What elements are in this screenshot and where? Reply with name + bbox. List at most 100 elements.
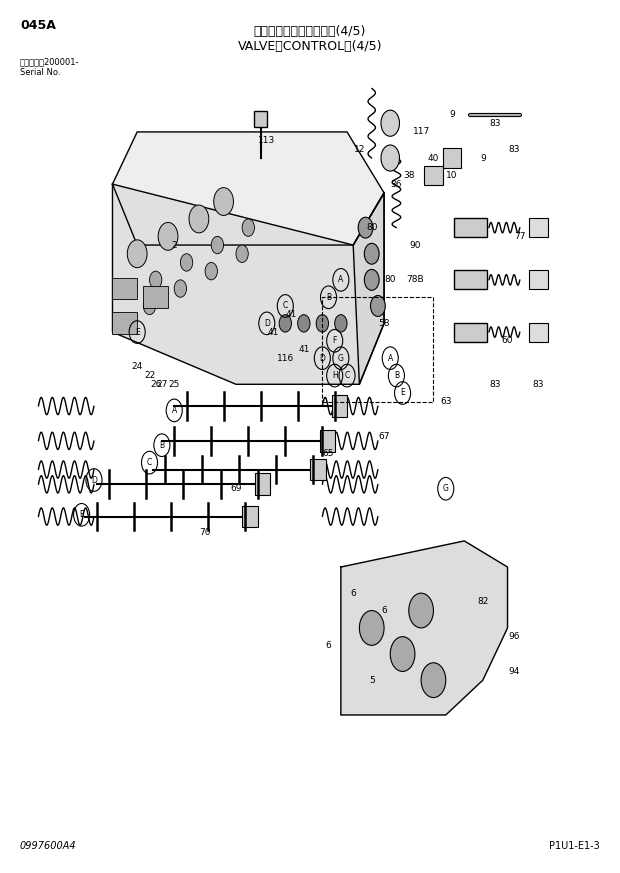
Bar (254, 111, 267, 127)
Text: 9: 9 (449, 110, 455, 119)
Circle shape (360, 610, 384, 645)
Text: 10: 10 (446, 171, 458, 180)
Text: 40: 40 (428, 154, 439, 162)
Circle shape (127, 240, 147, 268)
Circle shape (421, 663, 446, 698)
Text: 38: 38 (403, 171, 415, 180)
Circle shape (242, 219, 254, 237)
Circle shape (158, 223, 178, 251)
Bar (143, 286, 168, 308)
Circle shape (180, 254, 193, 272)
Text: 70: 70 (199, 527, 211, 537)
Bar (332, 395, 347, 417)
Text: 83: 83 (489, 380, 501, 388)
Text: 41: 41 (267, 327, 278, 337)
Text: 82: 82 (477, 597, 489, 607)
Text: A: A (388, 354, 393, 362)
Circle shape (149, 272, 162, 289)
Circle shape (365, 244, 379, 265)
Polygon shape (112, 132, 384, 245)
Bar (529, 271, 547, 290)
Text: D: D (91, 476, 97, 485)
Text: 26: 26 (150, 380, 161, 388)
Circle shape (236, 245, 248, 263)
Text: H: H (332, 371, 337, 380)
Text: 83: 83 (533, 380, 544, 388)
Circle shape (390, 636, 415, 671)
Circle shape (211, 237, 224, 254)
Text: 63: 63 (440, 397, 451, 406)
Bar (529, 322, 547, 341)
Polygon shape (353, 193, 384, 384)
Text: 適用機種　200001-: 適用機種 200001- (20, 58, 79, 67)
Text: 65: 65 (323, 450, 334, 458)
Text: C: C (283, 301, 288, 311)
Text: 6: 6 (350, 588, 356, 598)
Circle shape (189, 205, 209, 233)
Text: C: C (344, 371, 350, 380)
Text: 41: 41 (286, 310, 297, 320)
Circle shape (381, 145, 399, 171)
Text: 60: 60 (502, 336, 513, 346)
Text: E: E (79, 511, 84, 519)
Text: 80: 80 (384, 275, 396, 285)
Text: 117: 117 (412, 127, 430, 136)
Text: 41: 41 (298, 345, 309, 354)
Text: 90: 90 (409, 241, 421, 250)
Polygon shape (341, 541, 508, 715)
Text: 116: 116 (277, 354, 294, 362)
Bar (319, 430, 335, 451)
Text: D: D (319, 354, 326, 362)
Bar (322, 298, 433, 402)
Circle shape (279, 314, 291, 332)
Text: P1U1-E1-3: P1U1-E1-3 (549, 841, 600, 850)
Bar (453, 271, 487, 290)
Text: 0997600A4: 0997600A4 (20, 841, 76, 850)
Text: 2: 2 (171, 241, 177, 250)
Bar (310, 458, 326, 480)
Text: 58: 58 (378, 319, 390, 328)
Text: 67: 67 (378, 432, 390, 441)
Text: 24: 24 (131, 362, 143, 371)
Bar (443, 148, 461, 168)
Bar (453, 218, 487, 237)
Text: G: G (338, 354, 344, 362)
Text: F: F (332, 336, 337, 346)
Circle shape (358, 217, 373, 238)
Text: 9: 9 (480, 154, 485, 162)
Text: D: D (264, 319, 270, 328)
Text: 77: 77 (514, 232, 526, 241)
Circle shape (335, 314, 347, 332)
Circle shape (316, 314, 329, 332)
Bar (112, 278, 137, 299)
Bar (255, 473, 270, 495)
Text: E: E (135, 327, 140, 337)
Text: 69: 69 (230, 485, 242, 493)
Text: バルブ：コントロール　(4/5): バルブ：コントロール (4/5) (254, 25, 366, 38)
Text: C: C (147, 458, 152, 467)
Bar (453, 322, 487, 341)
Text: Serial No.: Serial No. (20, 68, 60, 77)
Circle shape (214, 188, 234, 216)
Bar (529, 218, 547, 237)
Text: 25: 25 (169, 380, 180, 388)
Text: 6: 6 (326, 641, 332, 650)
Text: B: B (159, 441, 164, 450)
Text: 94: 94 (508, 667, 520, 676)
Circle shape (174, 280, 187, 298)
Text: 6: 6 (381, 606, 387, 615)
Circle shape (381, 110, 399, 136)
Bar (424, 166, 443, 185)
Text: 22: 22 (144, 371, 155, 380)
Bar (112, 313, 137, 334)
Text: 80: 80 (366, 223, 378, 232)
Text: A: A (172, 406, 177, 415)
Text: B: B (394, 371, 399, 380)
Text: 96: 96 (508, 632, 520, 641)
Circle shape (409, 593, 433, 628)
Text: 83: 83 (508, 145, 520, 154)
Circle shape (365, 270, 379, 291)
Bar (242, 505, 258, 527)
Text: A: A (339, 275, 343, 285)
Circle shape (205, 263, 218, 280)
